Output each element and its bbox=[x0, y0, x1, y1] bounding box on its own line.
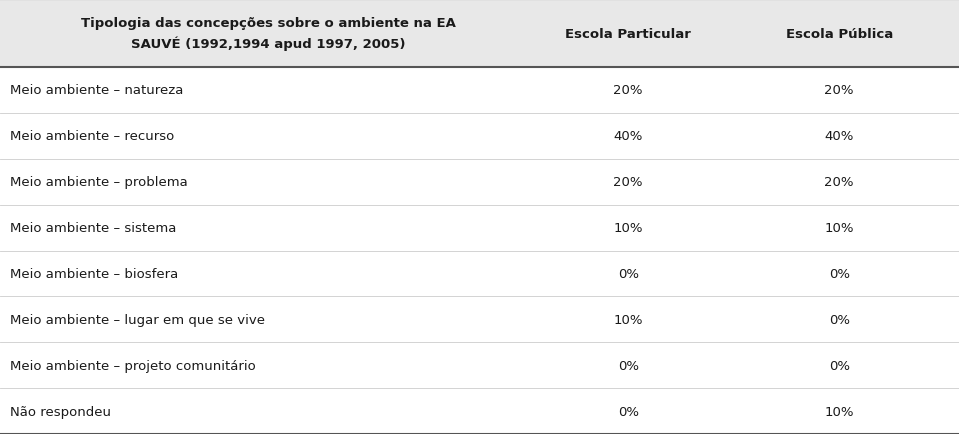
Text: 0%: 0% bbox=[829, 267, 850, 280]
Text: Meio ambiente – biosfera: Meio ambiente – biosfera bbox=[10, 267, 177, 280]
Text: 0%: 0% bbox=[829, 313, 850, 326]
Text: 40%: 40% bbox=[825, 130, 854, 143]
FancyBboxPatch shape bbox=[0, 0, 959, 68]
Text: 20%: 20% bbox=[825, 176, 854, 189]
Text: 10%: 10% bbox=[614, 313, 643, 326]
Text: 20%: 20% bbox=[614, 176, 643, 189]
Text: 0%: 0% bbox=[618, 404, 639, 418]
Text: 20%: 20% bbox=[614, 84, 643, 97]
Text: Tipologia das concepções sobre o ambiente na EA
SAUVÉ (1992,1994 apud 1997, 2005: Tipologia das concepções sobre o ambient… bbox=[82, 17, 456, 50]
Text: Meio ambiente – problema: Meio ambiente – problema bbox=[10, 176, 187, 189]
Text: Meio ambiente – natureza: Meio ambiente – natureza bbox=[10, 84, 183, 97]
Text: Escola Particular: Escola Particular bbox=[565, 27, 691, 40]
Text: Não respondeu: Não respondeu bbox=[10, 404, 110, 418]
Text: 20%: 20% bbox=[825, 84, 854, 97]
Text: Meio ambiente – lugar em que se vive: Meio ambiente – lugar em que se vive bbox=[10, 313, 265, 326]
Text: 0%: 0% bbox=[618, 267, 639, 280]
Text: 10%: 10% bbox=[825, 221, 854, 234]
Text: 10%: 10% bbox=[614, 221, 643, 234]
Text: 40%: 40% bbox=[614, 130, 643, 143]
Text: Escola Pública: Escola Pública bbox=[785, 27, 893, 40]
Text: 0%: 0% bbox=[618, 359, 639, 372]
Text: 10%: 10% bbox=[825, 404, 854, 418]
Text: Meio ambiente – sistema: Meio ambiente – sistema bbox=[10, 221, 175, 234]
Text: Meio ambiente – recurso: Meio ambiente – recurso bbox=[10, 130, 174, 143]
Text: 0%: 0% bbox=[829, 359, 850, 372]
Text: Meio ambiente – projeto comunitário: Meio ambiente – projeto comunitário bbox=[10, 359, 255, 372]
